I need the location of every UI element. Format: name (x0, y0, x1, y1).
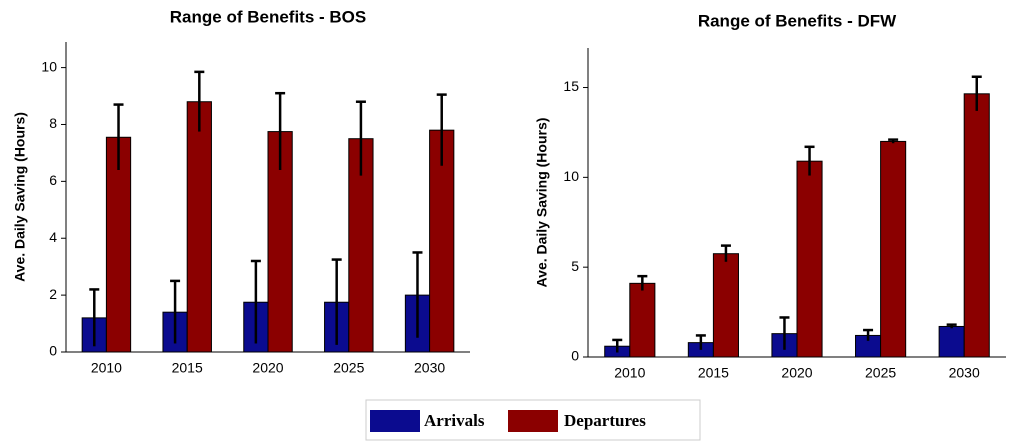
x-tick-label: 2030 (414, 360, 445, 376)
y-tick-label: 5 (571, 258, 579, 274)
x-tick-label: 2010 (91, 360, 122, 376)
bar (712, 253, 739, 358)
bar (938, 325, 965, 358)
x-tick-label: 2030 (949, 365, 980, 381)
x-tick-label: 2015 (172, 360, 203, 376)
y-axis-label: Ave. Daily Saving (Hours) (12, 112, 28, 282)
x-tick-label: 2025 (333, 360, 364, 376)
x-tick-label: 2010 (614, 365, 645, 381)
bar (963, 93, 990, 358)
bar (186, 101, 212, 353)
y-tick-label: 0 (49, 343, 57, 359)
bar (796, 160, 823, 358)
legend-label: Departures (564, 411, 646, 430)
y-tick-label: 4 (49, 229, 57, 245)
chart-title: Range of Benefits - BOS (170, 7, 366, 26)
x-tick-label: 2025 (865, 365, 896, 381)
chart-title: Range of Benefits - DFW (698, 11, 897, 30)
bar (880, 140, 907, 358)
y-tick-label: 2 (49, 286, 57, 302)
x-tick-label: 2020 (252, 360, 283, 376)
y-tick-label: 10 (563, 168, 579, 184)
x-tick-label: 2020 (781, 365, 812, 381)
y-tick-label: 6 (49, 172, 57, 188)
legend-label: Arrivals (424, 411, 485, 430)
bar (429, 129, 455, 353)
bar (629, 282, 656, 358)
bar (105, 136, 132, 353)
y-tick-label: 10 (41, 58, 57, 74)
y-axis-label: Ave. Daily Saving (Hours) (534, 118, 550, 288)
y-tick-label: 15 (563, 78, 579, 94)
y-tick-label: 8 (49, 115, 57, 131)
x-tick-label: 2015 (698, 365, 729, 381)
y-tick-label: 0 (571, 348, 579, 364)
legend-swatch (508, 410, 558, 432)
legend-swatch (370, 410, 420, 432)
